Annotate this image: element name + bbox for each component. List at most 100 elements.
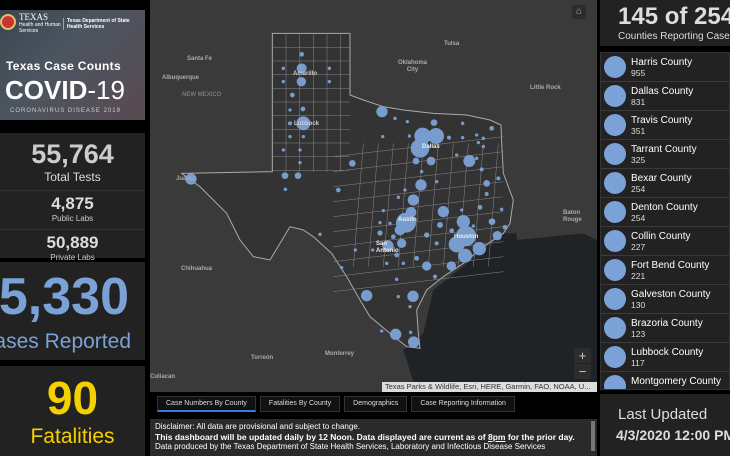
county-case-marker[interactable] xyxy=(301,135,305,139)
county-case-marker[interactable] xyxy=(385,261,389,265)
county-case-marker[interactable] xyxy=(408,336,420,348)
county-list-item[interactable]: Denton County 254 xyxy=(601,198,729,227)
county-case-marker[interactable] xyxy=(449,228,454,233)
county-case-marker[interactable] xyxy=(394,252,399,258)
county-case-marker[interactable] xyxy=(318,232,322,236)
county-case-marker[interactable] xyxy=(476,141,480,145)
county-case-marker[interactable] xyxy=(448,236,465,253)
disclaimer-scrollbar[interactable] xyxy=(591,421,595,451)
county-case-marker[interactable] xyxy=(426,156,436,166)
county-case-marker[interactable] xyxy=(377,230,383,236)
county-case-marker[interactable] xyxy=(430,119,438,126)
county-case-marker[interactable] xyxy=(281,172,289,179)
county-case-marker[interactable] xyxy=(281,148,285,152)
county-case-marker[interactable] xyxy=(298,148,302,152)
county-case-marker[interactable] xyxy=(327,80,331,84)
county-list-item[interactable]: Galveston County 130 xyxy=(601,285,729,314)
county-case-marker[interactable] xyxy=(336,187,341,193)
county-case-marker[interactable] xyxy=(422,261,432,271)
tab-demographics[interactable]: Demographics xyxy=(344,396,408,412)
county-case-marker[interactable] xyxy=(299,52,304,57)
tab-fatalities[interactable]: Fatalities By County xyxy=(259,396,341,412)
county-case-marker[interactable] xyxy=(434,241,439,246)
zoom-in-button[interactable]: + xyxy=(574,348,591,363)
county-list-item[interactable]: Dallas County 831 xyxy=(601,82,729,111)
county-case-marker[interactable] xyxy=(371,248,375,252)
county-case-marker[interactable] xyxy=(294,172,302,179)
county-case-marker[interactable] xyxy=(447,135,451,140)
county-case-marker[interactable] xyxy=(408,305,412,309)
county-list-item[interactable]: Fort Bend County 221 xyxy=(601,256,729,285)
county-case-marker[interactable] xyxy=(414,256,419,261)
county-case-marker[interactable] xyxy=(281,80,285,84)
county-case-marker[interactable] xyxy=(479,167,484,172)
county-case-marker[interactable] xyxy=(484,192,489,196)
county-case-marker[interactable] xyxy=(396,295,400,299)
county-map[interactable]: Santa Fe Albuquerque NEW MEXICO Oklahoma… xyxy=(150,0,597,392)
county-list-item[interactable]: Tarrant County 325 xyxy=(601,140,729,169)
county-case-marker[interactable] xyxy=(477,205,483,210)
county-case-marker[interactable] xyxy=(405,120,409,124)
county-case-marker[interactable] xyxy=(471,224,475,228)
county-case-marker[interactable] xyxy=(394,224,406,236)
county-list-item[interactable]: Travis County 351 xyxy=(601,111,729,140)
county-case-marker[interactable] xyxy=(378,221,382,225)
county-case-marker[interactable] xyxy=(361,290,373,302)
county-case-marker[interactable] xyxy=(407,194,419,206)
home-button[interactable]: ⌂ xyxy=(572,5,586,19)
county-list-item[interactable]: Collin County 227 xyxy=(601,227,729,256)
zoom-out-button[interactable]: − xyxy=(574,364,591,379)
county-case-marker[interactable] xyxy=(382,240,394,252)
county-case-marker[interactable] xyxy=(403,188,407,192)
map-canvas[interactable] xyxy=(150,0,597,392)
county-case-marker[interactable] xyxy=(437,206,449,218)
county-case-marker[interactable] xyxy=(396,195,400,199)
county-case-marker[interactable] xyxy=(327,66,331,70)
county-case-marker[interactable] xyxy=(388,221,392,225)
county-case-marker[interactable] xyxy=(395,277,399,281)
county-list-item[interactable]: Montgomery County108 xyxy=(601,372,729,389)
county-case-marker[interactable] xyxy=(483,180,490,187)
county-case-marker[interactable] xyxy=(488,218,496,225)
county-case-marker[interactable] xyxy=(349,160,356,167)
county-case-marker[interactable] xyxy=(185,173,197,185)
county-list-item[interactable]: Harris County 955 xyxy=(601,53,729,82)
county-case-marker[interactable] xyxy=(380,329,384,333)
county-case-marker[interactable] xyxy=(492,231,502,241)
county-case-marker[interactable] xyxy=(300,106,306,112)
county-case-marker[interactable] xyxy=(281,66,285,70)
county-case-marker[interactable] xyxy=(428,128,444,144)
county-case-marker[interactable] xyxy=(407,134,411,138)
tab-case-reporting[interactable]: Case Reporting Information xyxy=(411,396,515,412)
county-list-item[interactable]: Lubbock County 117 xyxy=(601,343,729,372)
county-case-marker[interactable] xyxy=(475,156,479,160)
county-case-marker[interactable] xyxy=(376,106,388,118)
county-case-marker[interactable] xyxy=(481,136,485,140)
county-case-marker[interactable] xyxy=(412,157,420,165)
county-case-marker[interactable] xyxy=(496,176,501,181)
county-case-marker[interactable] xyxy=(409,330,413,334)
county-case-marker[interactable] xyxy=(381,209,385,213)
map-attribution[interactable]: Texas Parks & Wildlife, Esri, HERE, Garm… xyxy=(382,382,597,392)
county-case-marker[interactable] xyxy=(461,136,465,140)
tab-case-numbers[interactable]: Case Numbers By County xyxy=(157,396,256,412)
county-case-marker[interactable] xyxy=(489,126,494,131)
county-case-marker[interactable] xyxy=(288,108,292,112)
county-case-marker[interactable] xyxy=(296,116,311,131)
county-case-marker[interactable] xyxy=(424,232,430,238)
county-case-marker[interactable] xyxy=(290,92,295,98)
county-case-marker[interactable] xyxy=(401,261,405,265)
county-case-marker[interactable] xyxy=(420,170,424,174)
county-case-marker[interactable] xyxy=(475,133,479,137)
county-case-marker[interactable] xyxy=(458,248,472,263)
county-case-marker[interactable] xyxy=(472,242,486,256)
county-case-marker[interactable] xyxy=(463,155,476,167)
county-case-marker[interactable] xyxy=(433,274,437,279)
county-case-marker[interactable] xyxy=(410,139,430,158)
county-case-marker[interactable] xyxy=(340,266,344,270)
county-case-marker[interactable] xyxy=(435,180,439,184)
county-case-marker[interactable] xyxy=(288,121,292,126)
county-case-marker[interactable] xyxy=(288,135,292,139)
county-case-marker[interactable] xyxy=(353,248,357,252)
county-case-marker[interactable] xyxy=(283,187,287,191)
